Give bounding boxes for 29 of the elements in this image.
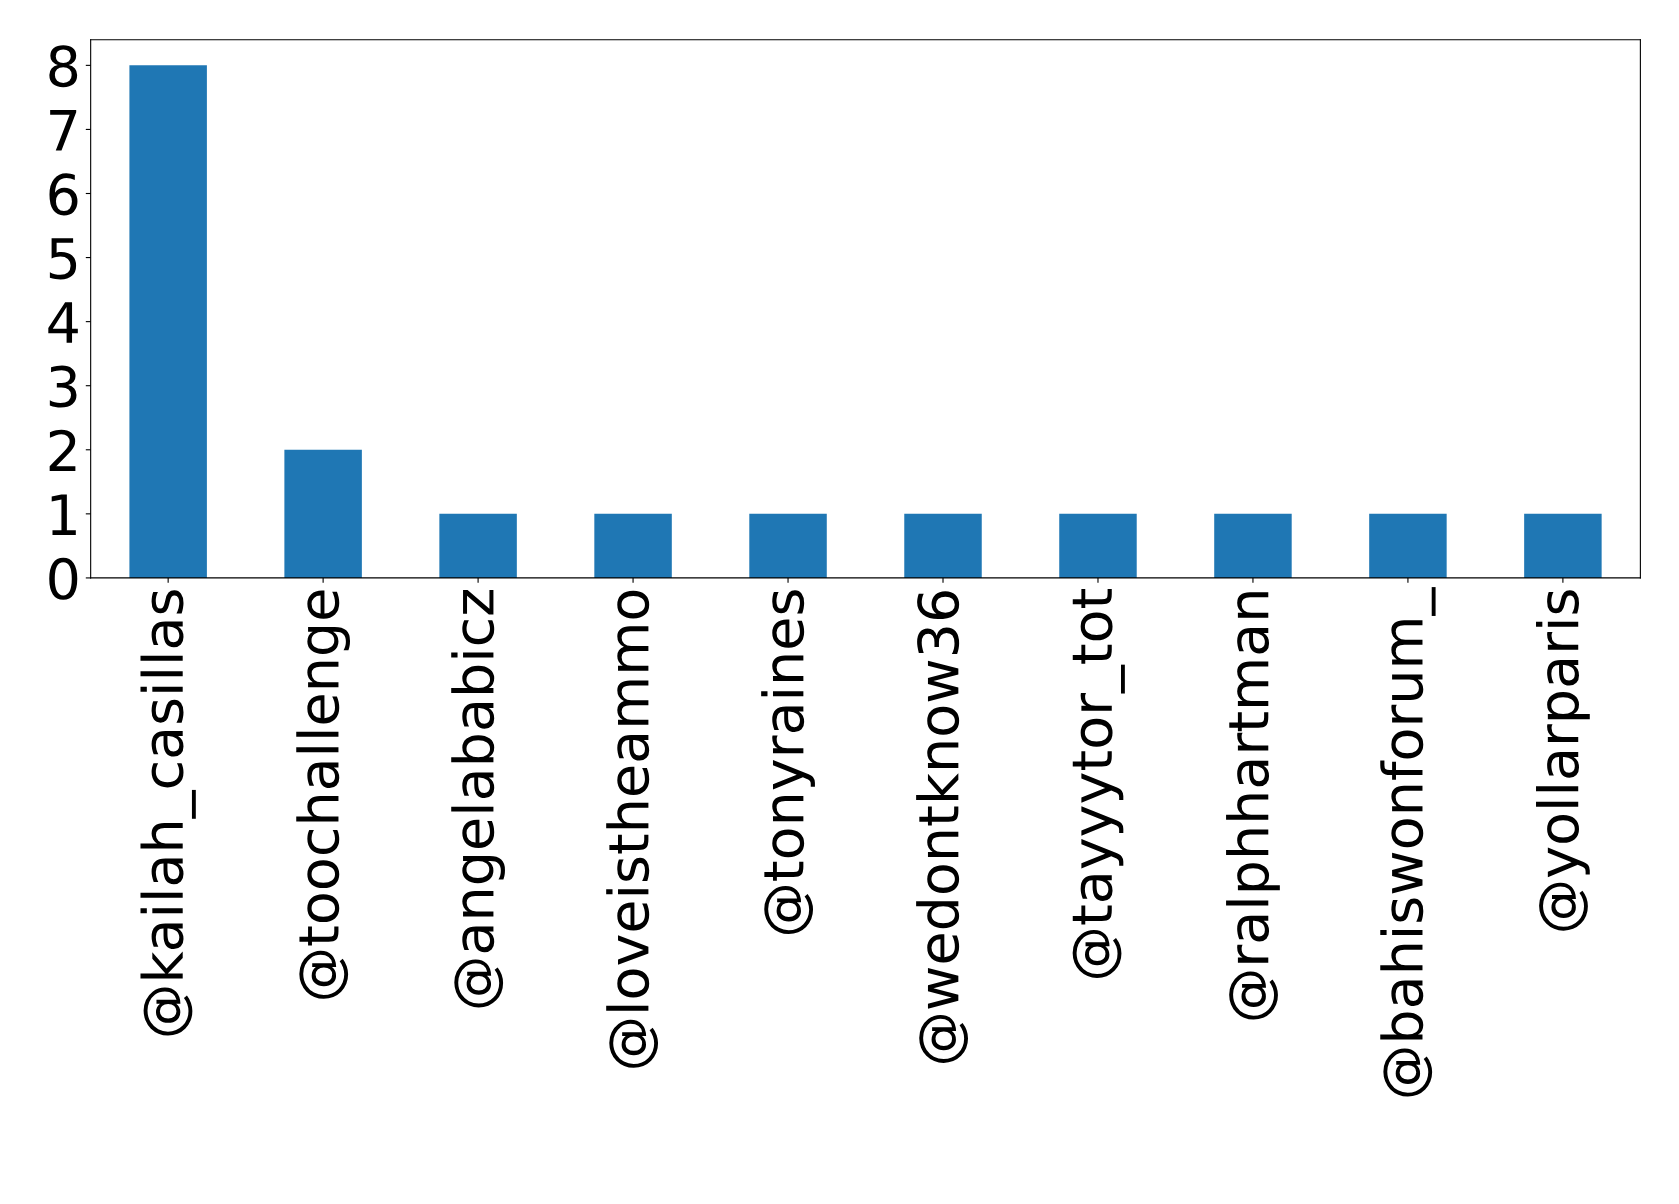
x-tick-label: @ralphhartman [1226, 592, 1280, 1020]
bar [284, 449, 362, 578]
x-tick-label: @kailah_casillas [140, 590, 196, 1036]
x-tick-label: @angelababicz [451, 590, 505, 1008]
y-tick-label: 3 [49, 365, 77, 408]
bar [129, 65, 207, 578]
x-tick-label: @toochallenge [296, 590, 351, 999]
x-tick-label: @loveistheammo [606, 590, 659, 1068]
y-tick-label: 4 [48, 302, 78, 343]
bar [1369, 513, 1447, 578]
bar [1524, 513, 1602, 578]
bar [1059, 513, 1137, 578]
x-tick-label: @tonyraines [761, 590, 815, 935]
y-tick-label: 8 [49, 45, 78, 88]
x-tick-label: @wedontknow36 [916, 591, 968, 1063]
x-tick-label: @bahiswonforum_ [1380, 587, 1436, 1097]
x-tick-label: @yollarparis [1536, 590, 1590, 931]
y-tick-label: 7 [50, 110, 77, 151]
y-tick-label: 2 [49, 429, 76, 471]
y-tick-label: 1 [51, 494, 76, 535]
bar [904, 513, 982, 578]
x-tick-label: @tayyytor_tot [1072, 588, 1125, 978]
bar [1214, 513, 1292, 578]
bar [439, 513, 517, 578]
bar [594, 513, 672, 578]
y-tick-label: 6 [49, 173, 78, 216]
bar [749, 513, 827, 578]
y-tick-label: 0 [49, 557, 78, 600]
y-tick-label: 5 [49, 238, 77, 280]
